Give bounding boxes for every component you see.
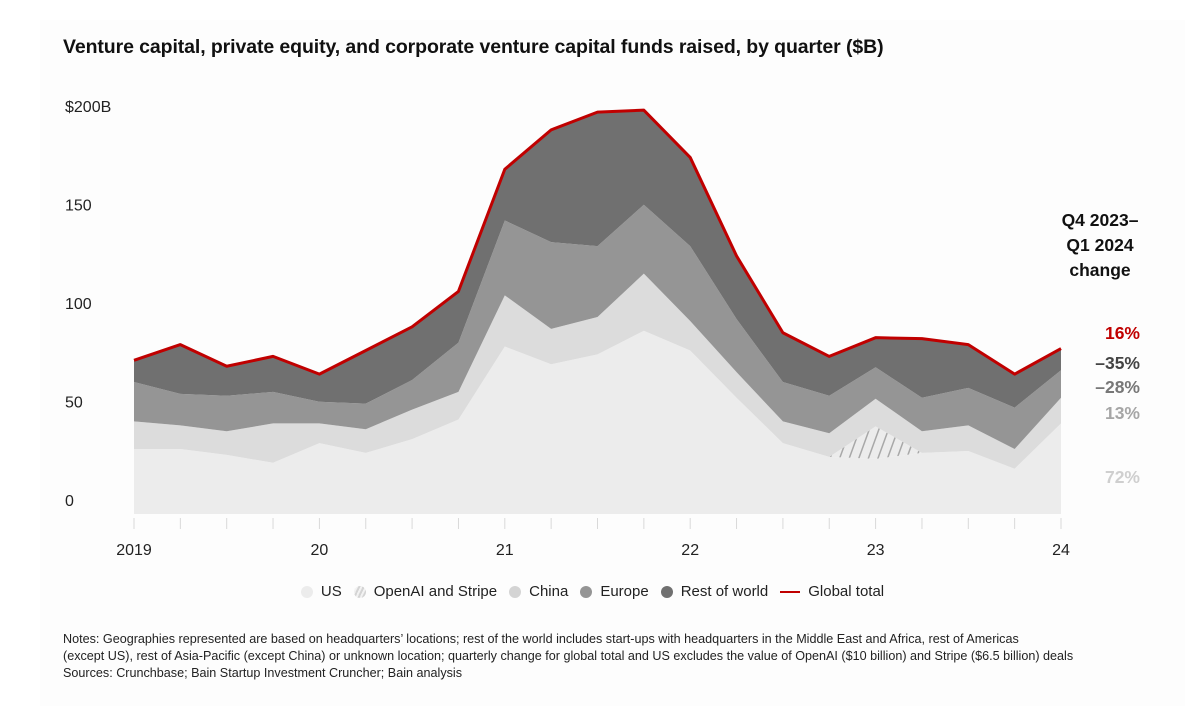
y-tick-label: $200B [65,99,111,116]
x-tick-label: 2019 [116,542,152,559]
legend-item-global-total: Global total [780,583,884,600]
notes-line: (except US), rest of Asia-Pacific (excep… [63,648,1074,663]
legend-item-rest-of-world: Rest of world [660,583,769,600]
stacked-areas [134,110,1061,514]
change-us: 72% [1104,467,1140,487]
x-tick-label: 23 [867,542,885,559]
sources-line: Sources: Crunchbase; Bain Startup Invest… [63,665,463,680]
y-tick-label: 0 [65,493,74,510]
legend-swatch-europe [580,585,593,598]
area-us [134,330,1061,514]
legend-swatch-openai-stripe [353,585,366,598]
change-global-total: 16% [1104,323,1140,343]
legend-label: OpenAI and Stripe [373,583,498,600]
x-tick-label: 24 [1052,542,1070,559]
y-axis: 0 50 100 150 $200B [65,99,111,510]
x-tick-label: 21 [496,542,514,559]
legend-swatch-us [300,585,313,598]
y-tick-label: 50 [65,395,83,412]
legend-item-openai-stripe: OpenAI and Stripe [353,583,498,600]
change-panel-heading: Q4 2023– Q1 2024 change [1040,208,1160,283]
global-total-line-group [133,108,1062,376]
legend-label: Global total [808,583,885,600]
chart-notes: Notes: Geographies represented are based… [63,631,1163,681]
chart-title: Venture capital, private equity, and cor… [63,36,884,58]
legend-item-europe: Europe [580,583,649,600]
legend-item-china: China [509,583,568,600]
change-heading-line: Q1 2024 [1066,235,1134,255]
notes-line: Notes: Geographies represented are based… [63,632,1019,646]
x-tick-label: 22 [681,542,699,559]
y-tick-label: 100 [65,296,92,313]
x-tick-label: 20 [311,542,329,559]
area-europe [134,204,1061,449]
chart-legend: US OpenAI and Stripe China Europe Rest o… [0,583,1185,600]
y-tick-label: 150 [65,198,92,215]
legend-swatch-china [509,585,522,598]
change-europe: –28% [1095,377,1140,397]
legend-swatch-global-total [780,590,801,593]
legend-item-us: US [300,583,342,600]
global-total-line [133,108,1062,376]
change-rest-of-world: –35% [1095,353,1140,373]
change-china: 13% [1104,403,1140,423]
legend-label: China [529,583,569,600]
area-rest-of-world [134,110,1061,408]
change-heading-line: Q4 2023– [1061,210,1139,230]
x-axis: 2019 20 21 22 23 24 [116,518,1070,559]
change-heading-line: change [1069,260,1131,280]
legend-swatch-rest-of-world [660,585,673,598]
area-china [134,273,1061,469]
legend-label: US [320,583,342,600]
legend-label: Rest of world [680,583,769,600]
legend-label: Europe [600,583,649,600]
